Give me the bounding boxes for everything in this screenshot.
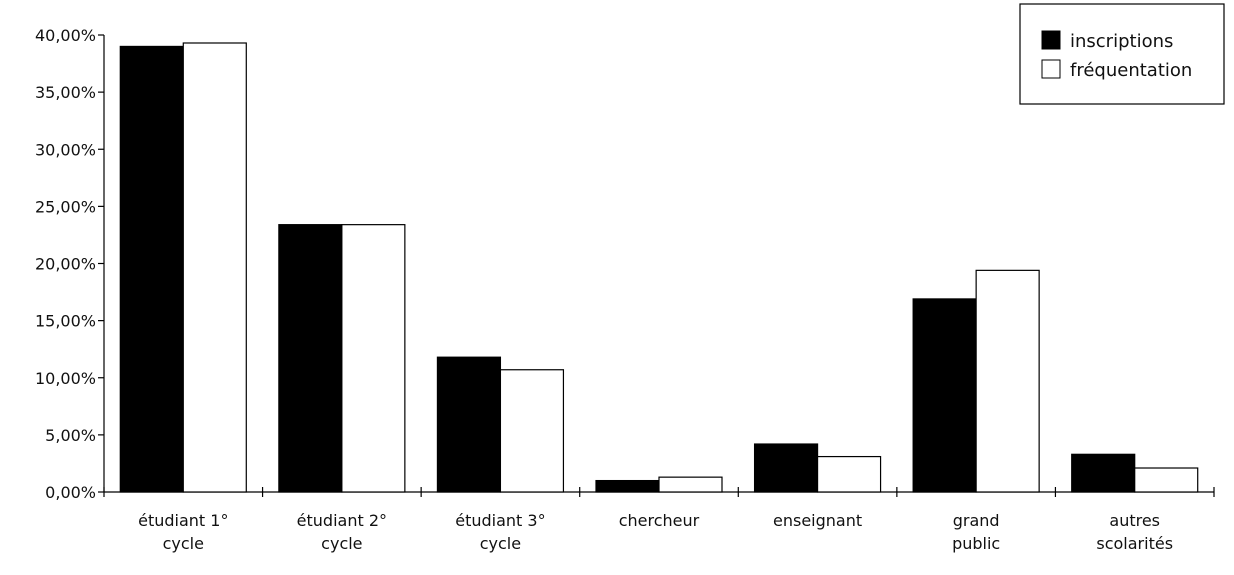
bars: [119, 42, 1199, 493]
category-label: enseignant: [773, 511, 862, 530]
bar-inscriptions: [912, 298, 977, 493]
y-tick-label: 10,00%: [35, 369, 96, 388]
category-labels: étudiant 1° cycle étudiant 2° cycle étudiant…: [138, 511, 1173, 553]
category-label: chercheur: [619, 511, 700, 530]
y-tick-label: 35,00%: [35, 83, 96, 102]
y-tick-label: 40,00%: [35, 26, 96, 45]
bar-frequentation: [341, 224, 406, 493]
y-tick-label: 20,00%: [35, 255, 96, 274]
bar-inscriptions: [436, 356, 502, 493]
y-tick-label: 5,00%: [45, 426, 96, 445]
y-axis: 0,00% 5,00% 10,00% 15,00% 20,00% 25,00% 30,00%…: [35, 26, 105, 502]
bar-frequentation: [1134, 467, 1199, 493]
bar-frequentation: [499, 369, 565, 493]
legend-label-frequentation: fréquentation: [1070, 60, 1192, 81]
legend-label-inscriptions: inscriptions: [1070, 31, 1173, 52]
bar-inscriptions: [753, 443, 819, 493]
bar-inscriptions: [595, 479, 660, 493]
bar-frequentation: [658, 476, 723, 493]
bar-inscriptions: [278, 224, 343, 493]
y-tick-label: 25,00%: [35, 197, 96, 216]
bar-frequentation: [182, 42, 247, 493]
y-tick-label: 0,00%: [45, 483, 96, 502]
legend-box: [1019, 3, 1225, 105]
legend-swatch-inscriptions: [1041, 30, 1061, 50]
bar-inscriptions: [119, 45, 184, 493]
bar-frequentation: [816, 455, 882, 493]
category-label: autres scolarités: [1096, 511, 1173, 553]
legend-swatch-frequentation: [1041, 59, 1061, 79]
bar-frequentation: [975, 269, 1040, 493]
category-label: grand public: [952, 511, 1000, 553]
y-tick-label: 30,00%: [35, 140, 96, 159]
y-tick-label: 15,00%: [35, 312, 96, 331]
category-label: étudiant 3° cycle: [455, 511, 545, 553]
category-label: étudiant 2° cycle: [297, 511, 387, 553]
category-label: étudiant 1° cycle: [138, 511, 228, 553]
legend: inscriptions fréquentation: [1019, 3, 1225, 105]
bar-inscriptions: [1071, 453, 1136, 493]
